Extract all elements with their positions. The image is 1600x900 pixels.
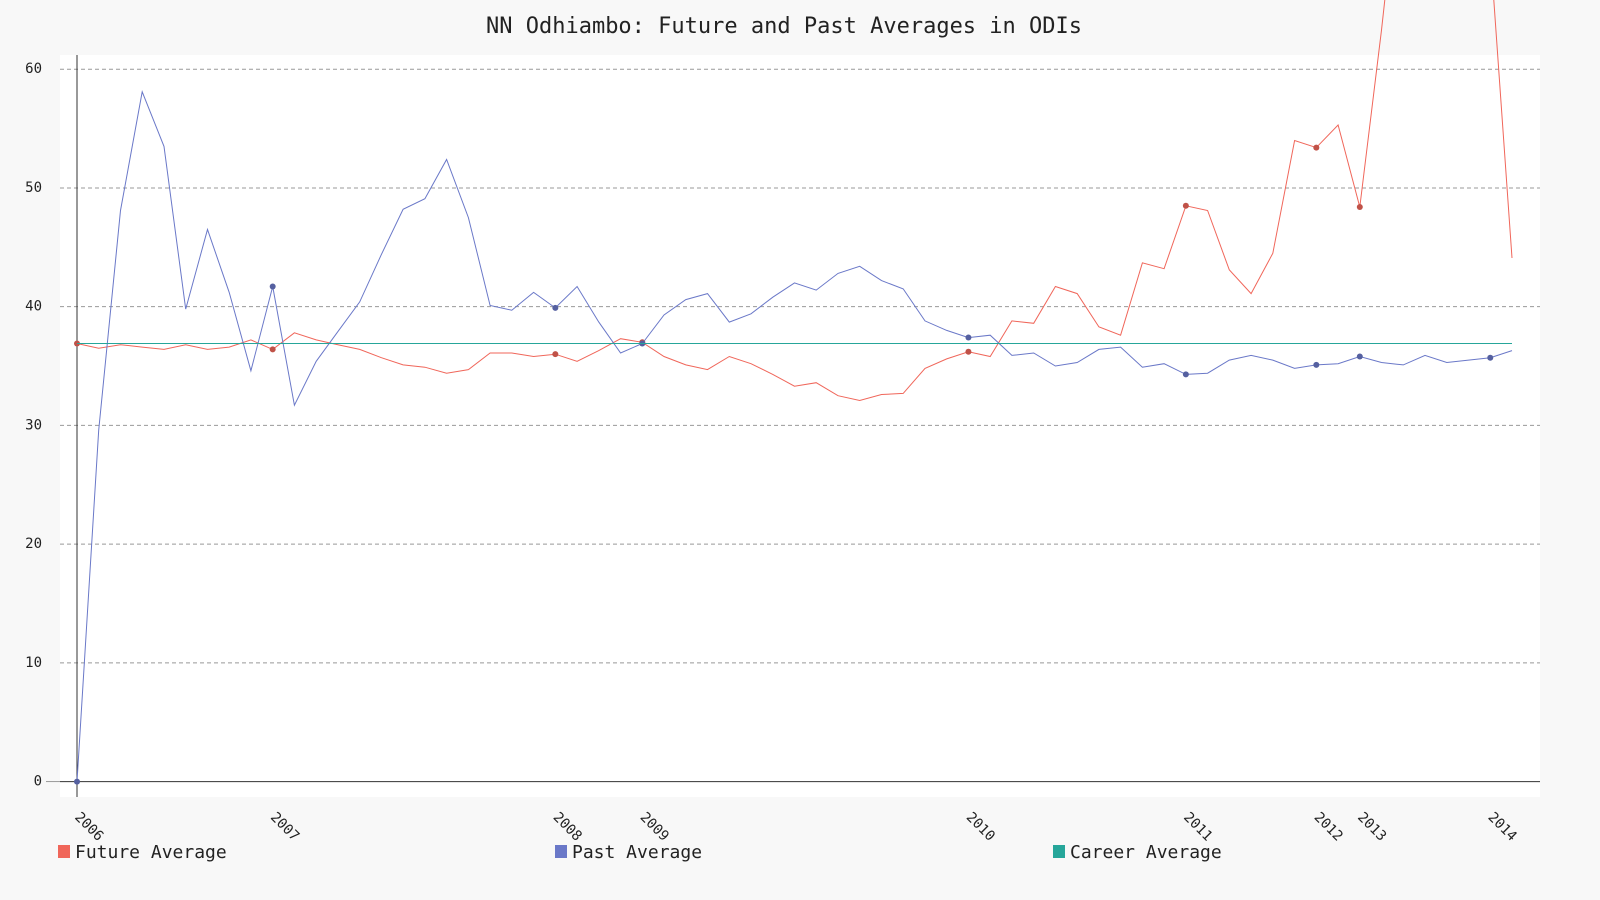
data-point — [1356, 353, 1363, 360]
x-tick-label: 2008 — [550, 809, 585, 844]
data-point — [269, 346, 276, 353]
data-point — [1313, 144, 1320, 151]
series-line — [76, 90, 1513, 782]
y-tick-label: 10 — [25, 655, 42, 671]
legend-label: Career Average — [1070, 842, 1222, 863]
y-tick-label: 0 — [34, 774, 42, 790]
x-tick-label: 2010 — [963, 809, 998, 844]
x-tick-label: 2011 — [1180, 809, 1215, 844]
y-tick-label: 50 — [25, 180, 42, 196]
chart-title: NN Odhiambo: Future and Past Averages in… — [486, 14, 1082, 39]
data-point — [965, 348, 972, 355]
x-tick-label: 2013 — [1354, 809, 1389, 844]
y-tick-label: 30 — [25, 417, 42, 433]
x-tick-label: 2014 — [1485, 809, 1520, 844]
y-tick-label: 40 — [25, 299, 42, 315]
data-point — [1182, 202, 1189, 209]
data-point — [552, 304, 559, 311]
y-tick-label: 60 — [25, 61, 42, 77]
legend-swatch — [555, 845, 567, 858]
data-point — [1487, 354, 1494, 361]
data-point — [1182, 371, 1189, 378]
legend-swatch — [1053, 845, 1065, 858]
series-line — [76, 0, 1513, 402]
data-point — [1313, 361, 1320, 368]
legend-label: Future Average — [75, 842, 227, 863]
data-point — [269, 283, 276, 290]
legend-swatch — [58, 845, 70, 858]
plot-area — [60, 55, 1540, 797]
legend-label: Past Average — [572, 842, 702, 863]
data-point — [552, 351, 559, 358]
y-tick-label: 20 — [25, 536, 42, 552]
data-point — [74, 778, 80, 785]
data-point — [1356, 203, 1363, 210]
x-tick-label: 2006 — [71, 809, 106, 844]
x-tick-label: 2012 — [1311, 809, 1346, 844]
data-point — [965, 334, 972, 341]
x-tick-label: 2007 — [267, 809, 302, 844]
x-tick-label: 2009 — [637, 809, 672, 844]
